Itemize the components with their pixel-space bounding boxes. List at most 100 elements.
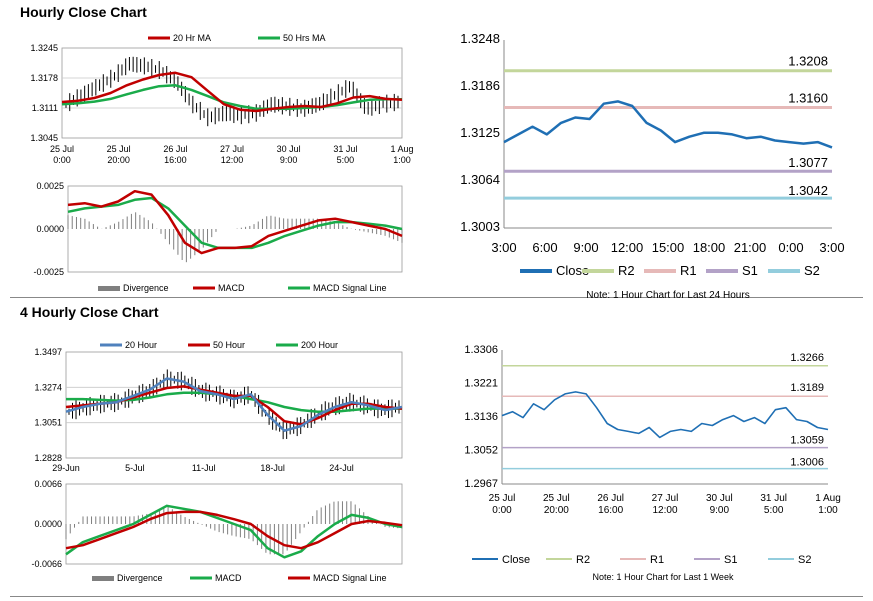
y-tick-label: 0.0000 xyxy=(36,224,64,234)
series-line-20-hour xyxy=(65,377,403,432)
x-tick-label: 16:00 xyxy=(598,505,623,516)
x-tick-label: 9:00 xyxy=(573,240,598,255)
x-tick-label: 1:00 xyxy=(818,505,838,516)
x-tick-label: 30 Jul xyxy=(706,493,733,504)
x-tick-label: 20:00 xyxy=(107,155,130,165)
legend-label: 50 Hrs MA xyxy=(283,33,326,43)
y-tick-label: 1.3125 xyxy=(460,125,500,140)
x-tick-label: 25 Jul xyxy=(50,144,74,154)
series-line-macd xyxy=(65,504,403,559)
series-line-50hrs-ma xyxy=(61,84,402,111)
legend-label: 20 Hour xyxy=(125,340,157,350)
legend-label: 200 Hour xyxy=(301,340,338,350)
plot-frame xyxy=(61,47,403,139)
legend-swatch xyxy=(98,286,120,291)
legend-swatch xyxy=(92,576,114,581)
y-tick-label: 0.0000 xyxy=(34,519,62,529)
y-tick-label: 0.0066 xyxy=(34,479,62,489)
level-label-s1: 1.3077 xyxy=(788,155,828,170)
section-divider xyxy=(10,297,863,298)
x-tick-label: 12:00 xyxy=(611,240,644,255)
y-tick-label: 1.2967 xyxy=(464,478,498,490)
y-tick-label: -0.0066 xyxy=(31,559,62,569)
x-tick-label: 25 Jul xyxy=(107,144,131,154)
x-tick-label: 18:00 xyxy=(693,240,726,255)
x-tick-label: 1 Aug xyxy=(815,493,841,504)
x-tick-label: 27 Jul xyxy=(220,144,244,154)
legend-label: Divergence xyxy=(117,573,163,583)
series-line-close xyxy=(503,100,833,149)
x-tick-label: 29-Jun xyxy=(52,463,80,473)
x-tick-label: 18-Jul xyxy=(260,463,285,473)
y-tick-label: 1.3245 xyxy=(30,43,58,53)
chart-note: Note: 1 Hour Chart for Last 1 Week xyxy=(593,572,734,582)
four-hourly-section-title: 4 Hourly Close Chart xyxy=(20,304,159,320)
x-tick-label: 9:00 xyxy=(280,155,298,165)
legend-label: Close xyxy=(556,263,589,278)
x-tick-label: 31 Jul xyxy=(333,144,357,154)
y-tick-label: 1.3003 xyxy=(460,219,500,234)
hourly-macd-chart: 0.0025 0.0000 -0.0025 Divergence MACD MACD Si… xyxy=(33,181,403,293)
x-tick-label: 1:00 xyxy=(393,155,411,165)
plot-frame xyxy=(65,351,403,459)
y-tick-label: 1.3178 xyxy=(30,73,58,83)
x-tick-label: 0:00 xyxy=(53,155,71,165)
level-label-r2: 1.3208 xyxy=(788,54,828,69)
series-line-macd xyxy=(67,189,403,255)
hourly-section-title: Hourly Close Chart xyxy=(20,4,147,20)
x-tick-label: 5:00 xyxy=(764,505,784,516)
legend-label: MACD xyxy=(215,573,242,583)
y-tick-label: 1.3136 xyxy=(464,411,498,423)
level-label-s2: 1.3042 xyxy=(788,183,828,198)
x-tick-label: 15:00 xyxy=(652,240,685,255)
series-line-20hr-ma xyxy=(61,71,403,113)
level-label-r1: 1.3160 xyxy=(788,91,828,106)
y-tick-label: 1.2828 xyxy=(34,453,62,463)
x-tick-label: 26 Jul xyxy=(597,493,624,504)
level-label-s2: 1.3006 xyxy=(790,457,824,469)
x-tick-label: 6:00 xyxy=(532,240,557,255)
x-tick-label: 3:00 xyxy=(491,240,516,255)
legend-label: 50 Hour xyxy=(213,340,245,350)
y-tick-label: 1.3064 xyxy=(460,172,500,187)
legend-label: R2 xyxy=(576,554,590,566)
four-hourly-macd-chart: 0.0066 0.0000 -0.0066 Divergence MACD MACD Si… xyxy=(31,479,403,583)
series-line-macd-signal xyxy=(65,510,403,550)
x-tick-label: 27 Jul xyxy=(652,493,679,504)
x-tick-label: 30 Jul xyxy=(277,144,301,154)
y-tick-label: 1.3497 xyxy=(34,347,62,357)
legend-label: S1 xyxy=(724,554,737,566)
level-label-r2: 1.3266 xyxy=(790,352,824,364)
y-tick-label: 1.3274 xyxy=(34,382,62,392)
x-tick-label: 9:00 xyxy=(710,505,730,516)
hourly-levels-chart: 1.3248 1.3186 1.3125 1.3064 1.3003 1.3208 1.31… xyxy=(460,31,844,298)
x-tick-label: 25 Jul xyxy=(489,493,516,504)
y-tick-label: 0.0025 xyxy=(36,181,64,191)
legend-label: MACD Signal Line xyxy=(313,573,387,583)
legend-label: Divergence xyxy=(123,283,169,293)
x-tick-label: 16:00 xyxy=(164,155,187,165)
x-tick-label: 12:00 xyxy=(652,505,677,516)
x-tick-label: 21:00 xyxy=(734,240,767,255)
x-tick-label: 24-Jul xyxy=(329,463,354,473)
x-tick-label: 25 Jul xyxy=(543,493,570,504)
x-tick-label: 11-Jul xyxy=(192,463,216,473)
chart-note: Note: 1 Hour Chart for Last 24 Hours xyxy=(586,290,749,298)
legend-label: R1 xyxy=(650,554,664,566)
y-tick-label: 1.3052 xyxy=(464,445,498,457)
legend-label: R1 xyxy=(680,263,697,278)
level-label-r1: 1.3189 xyxy=(790,382,824,394)
legend-label: S1 xyxy=(742,263,758,278)
x-tick-label: 12:00 xyxy=(221,155,244,165)
x-tick-label: 5:00 xyxy=(337,155,355,165)
x-tick-label: 0:00 xyxy=(492,505,512,516)
y-tick-label: 1.3045 xyxy=(30,133,58,143)
x-tick-label: 20:00 xyxy=(544,505,569,516)
legend-label: S2 xyxy=(798,554,811,566)
legend-label: MACD Signal Line xyxy=(313,283,387,293)
legend-label: Close xyxy=(502,554,530,566)
x-tick-label: 5-Jul xyxy=(125,463,145,473)
x-tick-label: 0:00 xyxy=(778,240,803,255)
x-tick-label: 31 Jul xyxy=(760,493,787,504)
